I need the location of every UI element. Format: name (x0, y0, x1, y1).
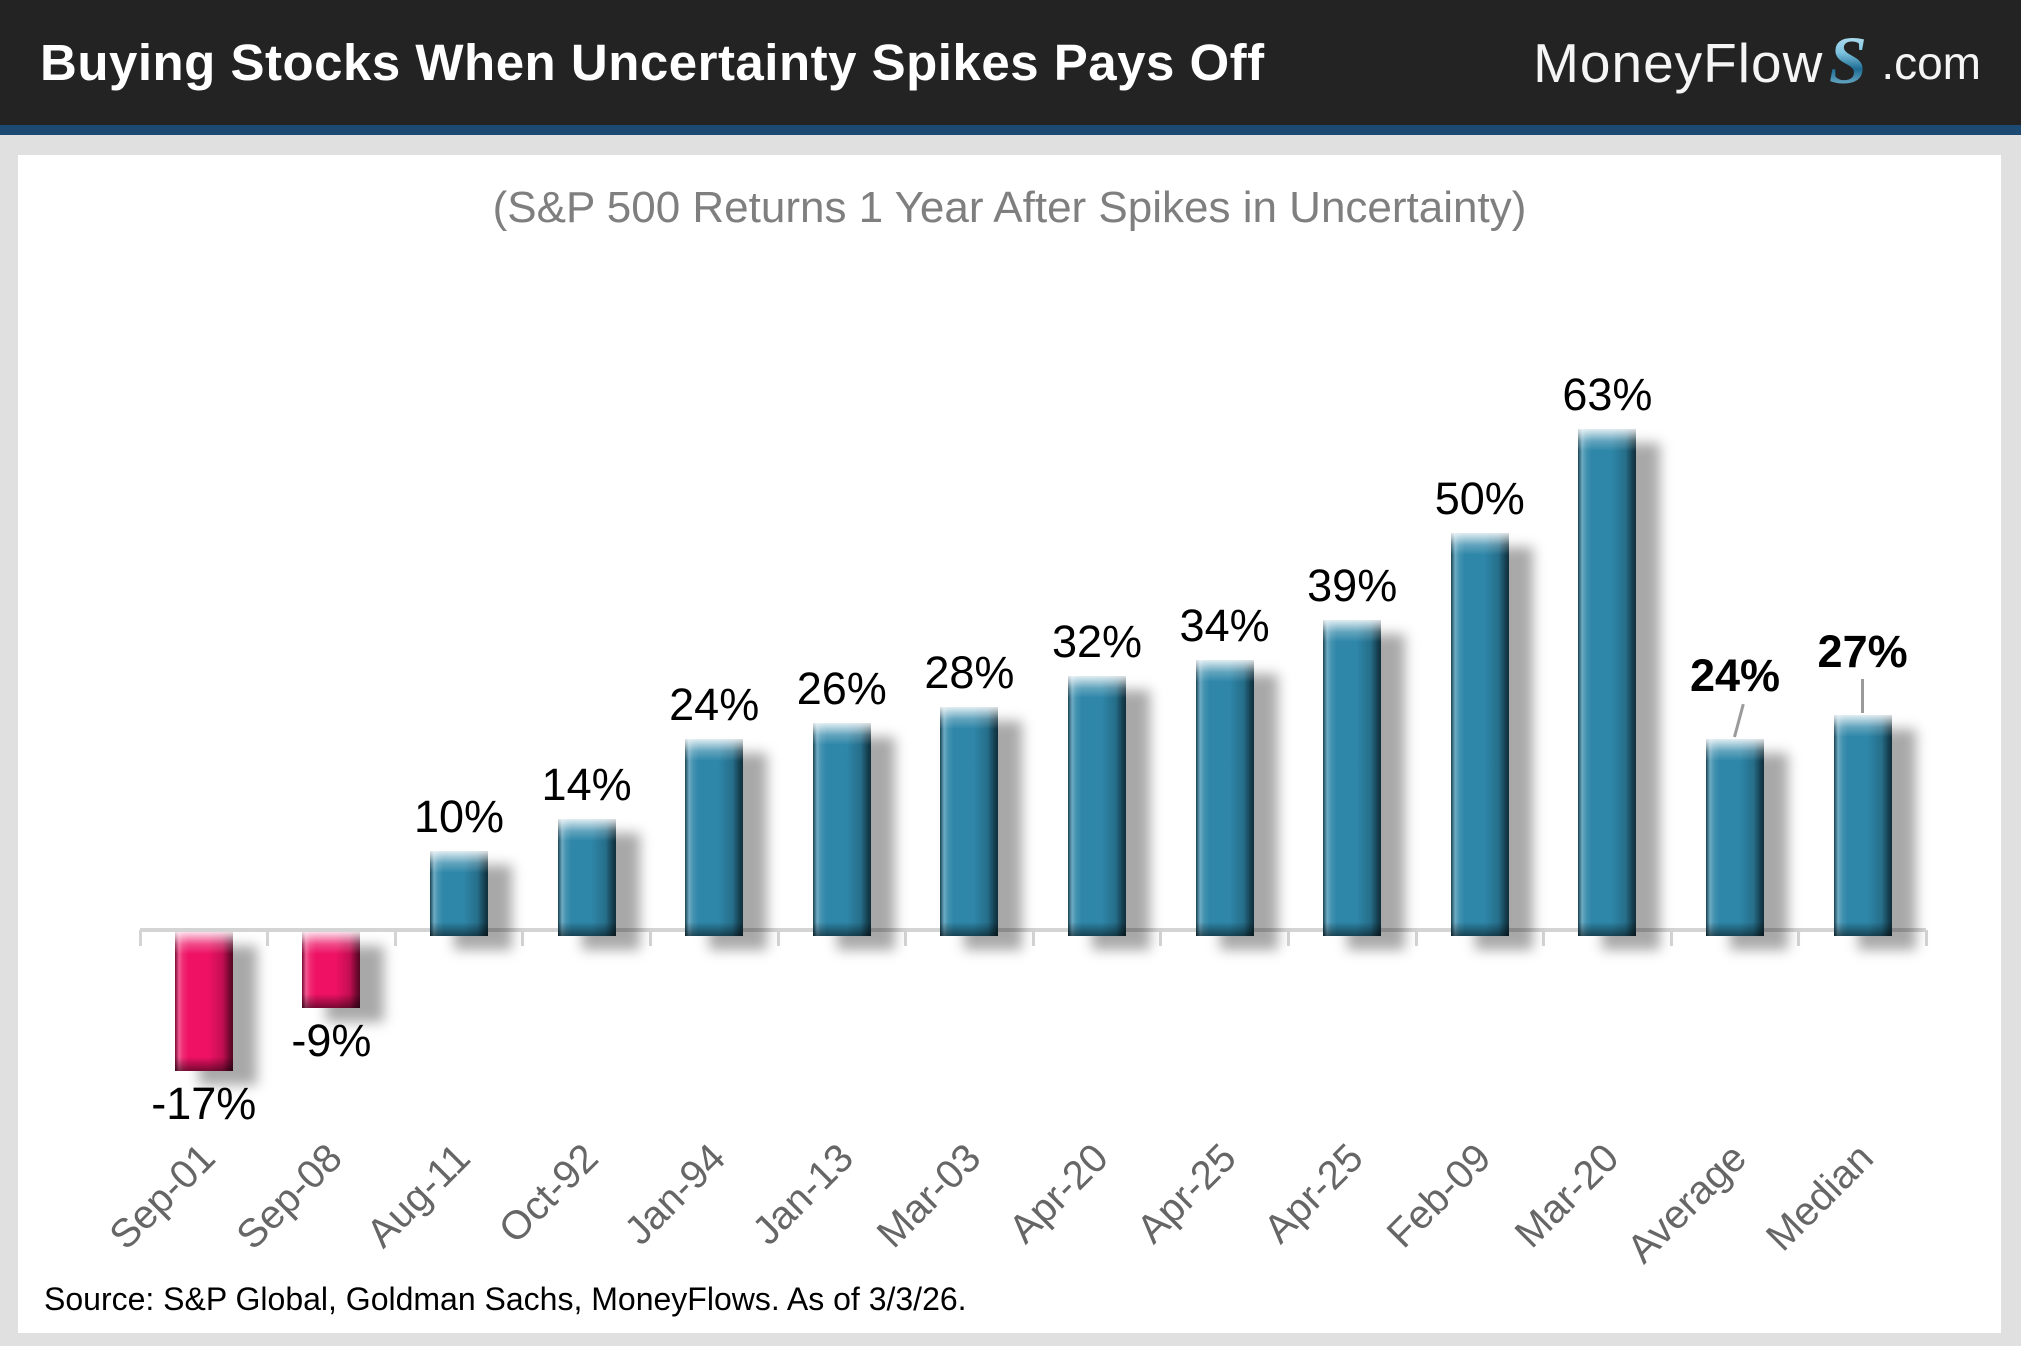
x-axis-label-apr-25: Apr-25 (1128, 1135, 1245, 1252)
value-label: -9% (291, 1014, 372, 1066)
value-label: 34% (1179, 599, 1270, 651)
bar-median (1833, 715, 1892, 936)
value-label: 24% (669, 679, 760, 731)
value-label: 10% (413, 790, 505, 842)
value-label: 14% (541, 758, 632, 810)
source-note: Source: S&P Global, Goldman Sachs, Money… (44, 1281, 967, 1317)
header-bar: Buying Stocks When Uncertainty Spikes Pa… (0, 0, 2021, 125)
x-axis-tick (1159, 930, 1163, 946)
x-axis-tick (1414, 930, 1418, 946)
x-axis-tick (776, 930, 780, 946)
x-axis-label-mar-20: Mar-20 (1506, 1135, 1628, 1257)
x-axis-label-mar-03: Mar-03 (868, 1135, 990, 1257)
svg-text:S: S (1829, 22, 1867, 98)
x-axis-tick (1031, 930, 1035, 946)
x-axis-label-aug-11: Aug-11 (358, 1135, 479, 1256)
moneyflows-s-logo-icon: S (1821, 21, 1883, 104)
value-label: 26% (796, 663, 887, 715)
value-label: 63% (1562, 369, 1653, 421)
x-axis-label-sep-01: Sep-01 (101, 1135, 224, 1258)
chart-subtitle: (S&P 500 Returns 1 Year After Spikes in … (492, 183, 1527, 232)
x-axis-tick (1924, 930, 1928, 946)
x-axis-label-average: Average (1618, 1135, 1755, 1272)
x-axis-tick (138, 930, 142, 946)
x-axis-label-apr-25: Apr-25 (1255, 1135, 1372, 1252)
page-title: Buying Stocks When Uncertainty Spikes Pa… (40, 34, 1265, 91)
bar-average (1706, 739, 1764, 936)
x-axis-tick (648, 930, 652, 946)
x-axis-label-sep-08: Sep-08 (228, 1135, 352, 1258)
label-leader-line (1860, 679, 1864, 714)
x-axis-tick (1797, 930, 1801, 946)
bar-oct-92 (557, 818, 616, 937)
value-label: -17% (151, 1078, 257, 1130)
bar-apr-20 (1068, 675, 1126, 937)
value-label: 32% (1051, 615, 1143, 667)
moneyflows-logo: MoneyFlow S .com (1533, 21, 1981, 104)
bar-jan-13 (812, 723, 871, 936)
plot-area: -17% Sep-01 -9% Sep-08 10% Aug-11 14% Oct-92 24%… (18, 155, 2001, 1333)
bar-mar-03 (940, 707, 999, 936)
bar-sep-08 (302, 932, 361, 1008)
x-axis-tick (1669, 930, 1673, 946)
bar-jan-94 (685, 739, 744, 936)
bar-apr-25 (1323, 619, 1382, 937)
bar-mar-20 (1578, 429, 1637, 936)
x-axis-label-apr-20: Apr-20 (1000, 1135, 1117, 1252)
logo-text-moneyflow: MoneyFlow (1533, 31, 1824, 94)
x-axis-label-feb-09: Feb-09 (1378, 1135, 1500, 1257)
x-axis-label-jan-13: Jan-13 (743, 1135, 862, 1254)
x-axis-label-jan-94: Jan-94 (616, 1135, 734, 1254)
x-axis-tick (393, 930, 397, 946)
value-label: 39% (1307, 559, 1398, 611)
x-axis-tick (1286, 930, 1290, 946)
value-label: 28% (924, 647, 1015, 699)
chart-panel: (S&P 500 Returns 1 Year After Spikes in … (18, 155, 2001, 1333)
bar-aug-11 (430, 850, 488, 936)
x-axis-label-median: Median (1758, 1135, 1883, 1260)
x-axis-tick (266, 930, 270, 946)
value-label: 27% (1817, 626, 1908, 678)
x-axis-tick (904, 930, 908, 946)
value-label: 24% (1689, 650, 1781, 702)
x-axis-tick (1542, 930, 1546, 946)
accent-stripe (0, 125, 2021, 135)
bar-apr-25 (1195, 659, 1254, 937)
x-axis-tick (521, 930, 525, 946)
bar-sep-01 (174, 932, 233, 1072)
logo-text-dotcom: .com (1881, 36, 1981, 89)
label-leader-line (1733, 703, 1745, 738)
x-axis-label-oct-92: Oct-92 (490, 1135, 607, 1252)
value-label: 50% (1434, 472, 1525, 524)
bar-feb-09 (1450, 532, 1509, 936)
